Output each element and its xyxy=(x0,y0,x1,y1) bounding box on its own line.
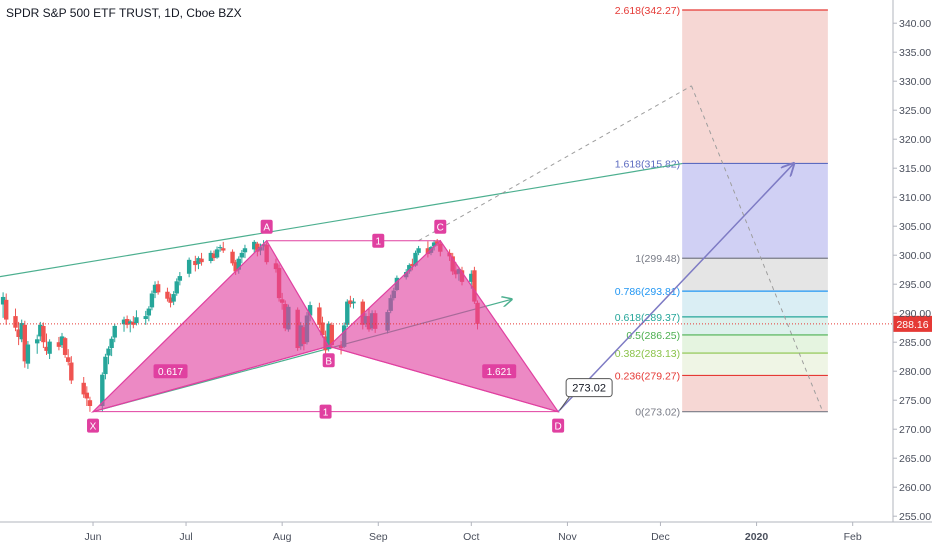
y-tick-label: 340.00 xyxy=(899,18,931,30)
upper-trend-line[interactable] xyxy=(0,164,682,277)
y-tick-label: 300.00 xyxy=(899,250,931,262)
candle-body xyxy=(26,345,30,364)
candle-body xyxy=(215,249,219,257)
callout-pointer xyxy=(560,396,570,410)
fib-zone xyxy=(682,10,828,163)
candle-body xyxy=(106,349,110,356)
pattern-ratio-label: 1 xyxy=(323,408,329,419)
x-tick-label: Jul xyxy=(179,531,192,543)
candle-body xyxy=(243,248,247,252)
pattern-triangle-bcd[interactable] xyxy=(329,241,558,412)
y-tick-label: 325.00 xyxy=(899,105,931,117)
candle-body xyxy=(187,260,191,274)
candle-body xyxy=(317,307,321,324)
pattern-point-label: X xyxy=(90,422,97,433)
y-tick-label: 290.00 xyxy=(899,308,931,320)
candle-body xyxy=(156,284,160,292)
x-tick-label: Sep xyxy=(369,531,388,543)
y-tick-label: 255.00 xyxy=(899,511,931,523)
candle-body xyxy=(47,342,51,354)
candle-body xyxy=(66,357,70,362)
y-tick-label: 315.00 xyxy=(899,163,931,175)
candle-body xyxy=(175,281,179,293)
price-callout-text: 273.02 xyxy=(572,383,606,395)
candle-body xyxy=(109,339,113,348)
y-tick-label: 265.00 xyxy=(899,453,931,465)
candle-body xyxy=(199,259,203,262)
candle-body xyxy=(230,252,234,264)
candle-body xyxy=(134,317,138,323)
fib-zone xyxy=(682,353,828,375)
pattern-ratio-label: 0.617 xyxy=(158,367,183,378)
harmonic-pattern[interactable]: X A B C D 0.617 1.621 1 1 273.02 xyxy=(87,220,612,433)
fib-zone xyxy=(682,375,828,411)
fib-level-label: 0.786(293.81) xyxy=(615,286,680,298)
fib-level-label: 2.618(342.27) xyxy=(615,5,680,17)
candle-body xyxy=(69,363,73,381)
y-tick-label: 305.00 xyxy=(899,221,931,233)
candle-body xyxy=(178,276,182,281)
pattern-point-label: A xyxy=(263,223,270,234)
candle-body xyxy=(171,294,175,302)
candle-body xyxy=(218,247,222,248)
x-tick-label: Dec xyxy=(651,531,670,543)
pattern-point-label: C xyxy=(437,223,444,234)
x-tick-label: Oct xyxy=(463,531,479,543)
fib-level-label: 1.618(315.82) xyxy=(615,158,680,170)
fib-zone xyxy=(682,258,828,291)
pattern-point-label: B xyxy=(325,356,332,367)
candle-body xyxy=(240,253,244,258)
fib-zone xyxy=(682,317,828,335)
x-tick-label: Feb xyxy=(844,531,862,543)
fib-zone xyxy=(682,291,828,317)
y-tick-label: 335.00 xyxy=(899,47,931,59)
candle-body xyxy=(113,326,117,338)
x-tick-label: Jun xyxy=(85,531,102,543)
pattern-ratio-label: 1 xyxy=(376,237,382,248)
y-tick-label: 260.00 xyxy=(899,482,931,494)
fib-level-label: 0.236(279.27) xyxy=(615,370,680,382)
candle-body xyxy=(144,316,148,319)
fib-zone xyxy=(682,335,828,353)
x-tick-label: 2020 xyxy=(745,531,769,543)
candle-body xyxy=(85,393,89,399)
y-tick-label: 285.00 xyxy=(899,337,931,349)
candle-body xyxy=(351,302,355,304)
fib-level-label: 0.382(283.13) xyxy=(615,348,680,360)
candle-body xyxy=(13,316,17,328)
fib-level-label: 0(273.02) xyxy=(635,407,680,419)
x-tick-label: Nov xyxy=(558,531,577,543)
candle-body xyxy=(103,357,107,374)
candle-body xyxy=(150,293,154,307)
y-tick-label: 280.00 xyxy=(899,366,931,378)
y-tick-label: 275.00 xyxy=(899,395,931,407)
candle-body xyxy=(416,248,420,253)
fibonacci-retracement[interactable]: 0(273.02) 0.236(279.27) 0.382(283.13) 0.5(2… xyxy=(615,5,828,419)
y-tick-label: 310.00 xyxy=(899,192,931,204)
candle-body xyxy=(88,400,92,406)
candle-body xyxy=(4,300,8,320)
pattern-point-label: D xyxy=(555,422,562,433)
y-tick-label: 270.00 xyxy=(899,424,931,436)
candle-body xyxy=(41,326,45,342)
candle-body xyxy=(221,248,225,250)
fib-level-label: 1(299.48) xyxy=(635,253,680,265)
candle-body xyxy=(63,338,67,355)
pattern-ratio-label: 1.621 xyxy=(487,367,512,378)
y-tick-label: 295.00 xyxy=(899,279,931,291)
candle-body xyxy=(345,302,349,325)
y-tick-label: 330.00 xyxy=(899,76,931,88)
x-tick-label: Aug xyxy=(273,531,292,543)
pattern-triangle-xab[interactable] xyxy=(93,241,329,412)
candle-body xyxy=(35,339,39,343)
candle-body xyxy=(147,309,151,316)
y-tick-label: 320.00 xyxy=(899,134,931,146)
